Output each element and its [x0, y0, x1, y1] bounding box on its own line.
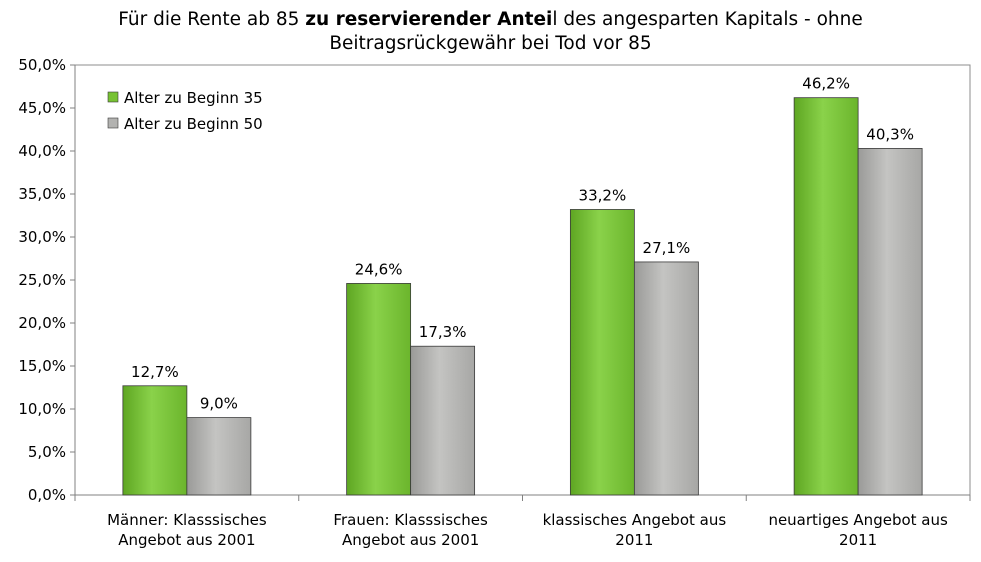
category-label-line: Angebot aus 2001	[342, 531, 479, 549]
y-tick-label: 45,0%	[18, 99, 66, 117]
category-label-line: klassisches Angebot aus	[543, 511, 727, 529]
y-tick-label: 50,0%	[18, 56, 66, 74]
category-label: neuartiges Angebot aus 2011	[768, 511, 948, 549]
bar	[633, 261, 699, 496]
data-label: 33,2%	[579, 186, 627, 204]
chart-title-line1: Für die Rente ab 85 zu reservierender An…	[0, 8, 981, 32]
category-label-line: 2011	[839, 531, 877, 549]
category-label-line: Angebot aus 2001	[118, 531, 255, 549]
chart-title-post: l des angesparten Kapitals - ohne	[552, 9, 863, 30]
y-tick-label: 5,0%	[28, 443, 66, 461]
bar	[122, 385, 188, 496]
category-label-line: Frauen: Klasssisches	[333, 511, 488, 529]
y-tick-label: 0,0%	[28, 486, 66, 504]
data-label: 40,3%	[866, 125, 914, 143]
category-label-line: Männer: Klasssisches	[107, 511, 267, 529]
bar	[346, 283, 412, 496]
data-label: 27,1%	[643, 239, 691, 257]
category-label-line: 2011	[615, 531, 653, 549]
category-label: Frauen: Klasssisches Angebot aus 2001	[333, 511, 488, 549]
y-tick-label: 20,0%	[18, 314, 66, 332]
y-tick-label: 25,0%	[18, 271, 66, 289]
bar	[569, 209, 635, 496]
category-label: klassisches Angebot aus 2011	[543, 511, 727, 549]
data-label: 17,3%	[419, 323, 467, 341]
y-tick-label: 15,0%	[18, 357, 66, 375]
y-tick-label: 40,0%	[18, 142, 66, 160]
category-label-line: neuartiges Angebot aus	[768, 511, 948, 529]
category-label: Männer: Klasssisches Angebot aus 2001	[107, 511, 267, 549]
legend-swatch	[107, 91, 119, 103]
bar	[857, 148, 923, 496]
legend: Alter zu Beginn 35 Alter zu Beginn 50	[107, 89, 263, 133]
chart-title: Für die Rente ab 85 zu reservierender An…	[0, 8, 981, 56]
data-label: 24,6%	[355, 260, 403, 278]
bar	[410, 345, 476, 496]
legend-swatch	[107, 117, 119, 129]
chart-title-pre: Für die Rente ab 85	[118, 9, 306, 30]
data-label: 9,0%	[200, 395, 238, 413]
chart-title-line2: Beitragsrückgewähr bei Tod vor 85	[329, 33, 652, 54]
y-tick-label: 30,0%	[18, 228, 66, 246]
chart-title-bold: zu reservierender Antei	[305, 9, 553, 30]
legend-label: Alter zu Beginn 50	[124, 115, 263, 133]
bar	[186, 417, 252, 496]
y-tick-label: 35,0%	[18, 185, 66, 203]
data-label: 12,7%	[131, 363, 179, 381]
y-tick-label: 10,0%	[18, 400, 66, 418]
data-label: 46,2%	[802, 75, 850, 93]
bar	[793, 97, 859, 496]
legend-label: Alter zu Beginn 35	[124, 89, 263, 107]
